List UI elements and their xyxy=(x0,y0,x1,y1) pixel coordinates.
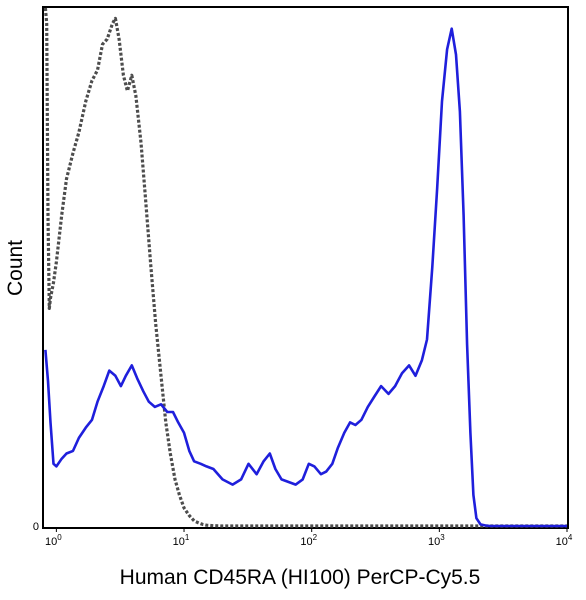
x-tick-label-base: 10 xyxy=(428,536,440,548)
x-tick-label: 104 xyxy=(556,533,573,548)
y-tick-label: 0 xyxy=(33,521,39,533)
x-tick-label-base: 10 xyxy=(300,536,312,548)
x-tick-label: 103 xyxy=(428,533,445,548)
x-tick-label-exponent: 1 xyxy=(185,533,190,542)
x-axis-title: Human CD45RA (HI100) PerCP-Cy5.5 xyxy=(120,566,481,589)
x-tick-label-base: 10 xyxy=(45,536,57,548)
y-axis-ticks: 0 xyxy=(33,521,39,533)
x-tick-label-exponent: 2 xyxy=(313,533,318,542)
x-tick-label-exponent: 0 xyxy=(57,533,62,542)
series-line-solid xyxy=(44,27,567,528)
x-tick-label-exponent: 4 xyxy=(568,533,573,542)
x-axis-ticks: 100 101 102 103 104 xyxy=(45,528,573,548)
x-tick-label-base: 10 xyxy=(556,536,568,548)
x-tick-label: 102 xyxy=(300,533,317,548)
x-tick-label-exponent: 3 xyxy=(440,533,445,542)
y-axis-title: Count xyxy=(4,240,27,296)
series-layer xyxy=(43,7,567,528)
x-tick-label-base: 10 xyxy=(173,536,185,548)
x-tick-label: 101 xyxy=(173,533,190,548)
series-line-dotted xyxy=(43,7,567,528)
x-tick-label: 100 xyxy=(45,533,62,548)
plot-frame xyxy=(42,6,569,529)
